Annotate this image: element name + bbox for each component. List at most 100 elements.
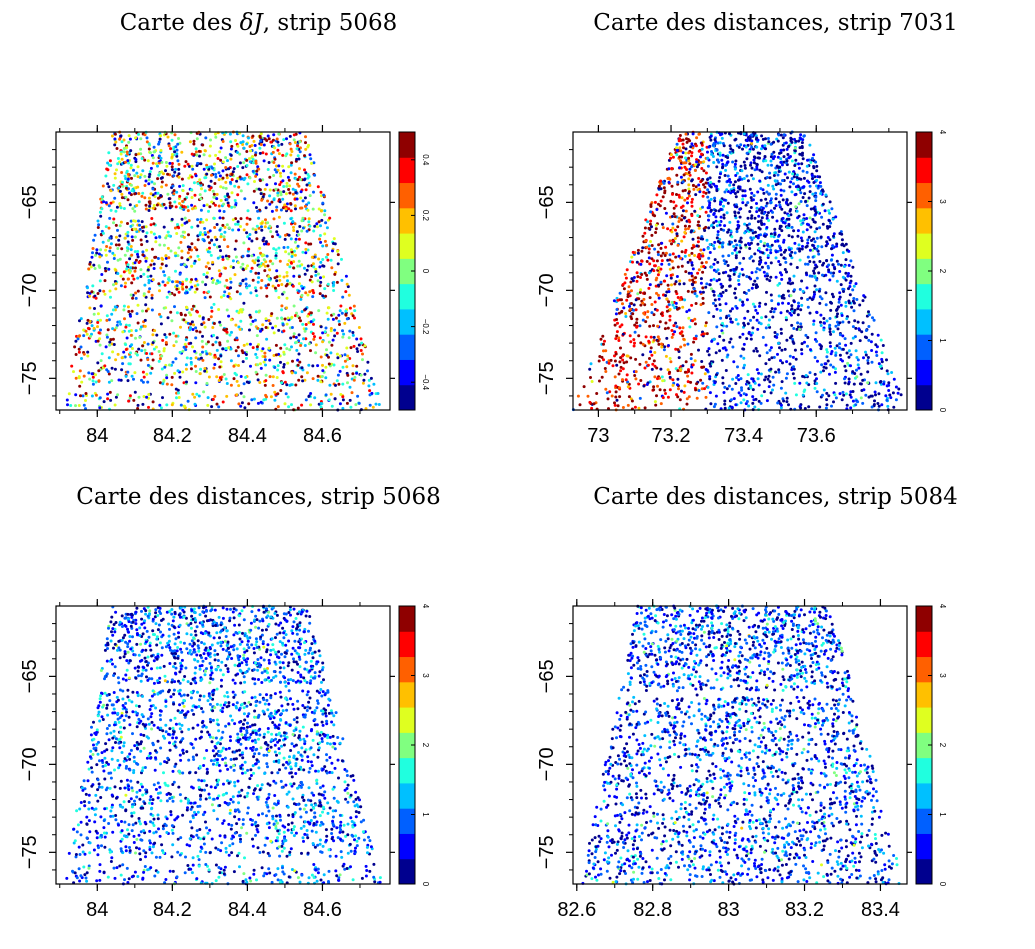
data-point — [281, 322, 285, 326]
colorbar-tick-label: −0.4 — [421, 374, 430, 390]
data-point — [701, 301, 705, 305]
data-point — [833, 267, 837, 271]
data-point — [690, 365, 694, 369]
data-point — [264, 326, 268, 329]
data-point — [211, 189, 215, 193]
data-point — [754, 270, 758, 274]
data-point — [325, 311, 329, 315]
data-point — [272, 198, 276, 202]
data-point — [207, 209, 210, 213]
data-point — [733, 239, 737, 243]
data-point — [311, 289, 315, 292]
data-point — [746, 179, 750, 183]
data-point — [128, 203, 132, 207]
data-point — [668, 370, 672, 374]
data-point — [140, 220, 144, 224]
data-point — [835, 259, 839, 263]
data-point — [819, 192, 823, 196]
data-point — [715, 236, 719, 240]
data-point — [319, 224, 322, 228]
data-point — [133, 261, 137, 265]
data-point — [778, 165, 782, 169]
data-point — [112, 257, 116, 260]
data-point — [790, 225, 794, 229]
data-point — [808, 296, 812, 300]
data-point — [292, 229, 296, 232]
data-point — [652, 388, 656, 392]
data-point — [94, 380, 98, 384]
data-point — [701, 381, 705, 385]
data-point — [203, 176, 207, 180]
data-point — [808, 274, 812, 278]
data-point — [142, 395, 146, 398]
data-point — [774, 171, 778, 175]
data-point — [664, 354, 668, 358]
data-point — [870, 405, 874, 409]
data-point — [128, 137, 132, 141]
data-point — [830, 350, 834, 353]
data-point — [290, 326, 294, 329]
data-point — [213, 203, 217, 207]
data-point — [304, 291, 308, 295]
data-point — [659, 254, 663, 258]
data-point — [754, 397, 758, 401]
data-point — [809, 348, 812, 352]
data-point — [104, 225, 108, 229]
data-point — [745, 151, 749, 155]
data-point — [268, 175, 272, 179]
data-point — [304, 171, 308, 175]
data-point — [784, 248, 788, 252]
data-point — [126, 177, 130, 181]
data-point — [188, 140, 192, 144]
data-point — [275, 170, 279, 174]
data-point — [722, 213, 726, 217]
data-point — [670, 167, 674, 170]
data-point — [77, 347, 81, 351]
data-point — [124, 195, 128, 199]
data-point — [321, 294, 325, 298]
data-point — [165, 164, 169, 168]
data-point — [302, 178, 306, 182]
data-point — [841, 390, 845, 394]
data-point — [818, 226, 822, 230]
data-point — [805, 204, 809, 208]
data-point — [736, 322, 740, 326]
data-point — [107, 204, 111, 208]
data-point — [112, 343, 116, 346]
data-point — [317, 220, 321, 224]
data-point — [726, 156, 730, 160]
data-point — [727, 314, 731, 318]
data-point — [115, 147, 119, 150]
data-point — [727, 384, 731, 388]
data-point — [102, 289, 106, 293]
data-point — [79, 345, 83, 349]
data-point — [304, 307, 308, 311]
data-point — [637, 297, 641, 301]
data-point — [840, 243, 844, 247]
data-point — [648, 324, 652, 328]
data-point — [229, 318, 233, 322]
data-point — [326, 333, 330, 337]
data-point — [146, 307, 150, 311]
data-point — [708, 243, 712, 246]
data-point — [767, 323, 771, 327]
data-point — [114, 209, 118, 213]
data-point — [113, 172, 117, 176]
data-point — [836, 320, 839, 324]
data-point — [722, 144, 726, 148]
data-point — [292, 225, 295, 229]
data-point — [222, 294, 226, 297]
data-point — [737, 282, 741, 286]
data-point — [370, 391, 374, 395]
data-point — [333, 242, 337, 246]
data-point — [829, 344, 832, 348]
data-point — [207, 375, 211, 379]
data-point — [705, 368, 709, 372]
data-point — [638, 324, 642, 328]
data-point — [123, 317, 126, 321]
data-point — [339, 304, 343, 308]
data-point — [749, 318, 752, 322]
data-point — [876, 333, 880, 337]
data-point — [104, 269, 108, 273]
data-point — [881, 344, 885, 347]
